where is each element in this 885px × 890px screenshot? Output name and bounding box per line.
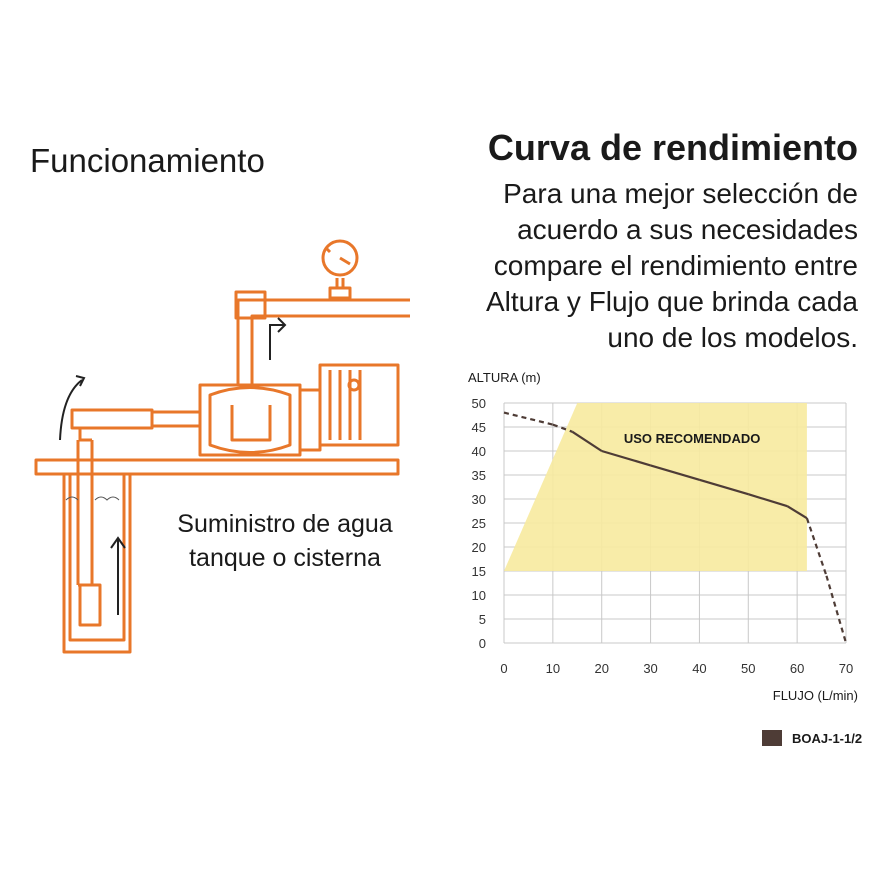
x-axis-label: FLUJO (L/min) bbox=[773, 688, 858, 703]
pump-diagram bbox=[34, 239, 410, 654]
series-line bbox=[747, 493, 788, 508]
subtitle-line: Altura y Flujo que brinda cada bbox=[486, 286, 858, 317]
x-tick-label: 20 bbox=[594, 661, 608, 676]
recommended-region bbox=[504, 403, 807, 571]
y-tick-label: 15 bbox=[472, 564, 486, 579]
series-line bbox=[650, 464, 700, 481]
legend-swatch bbox=[762, 730, 782, 746]
caption-line: tanque o cisterna bbox=[189, 544, 381, 572]
x-tick-label: 30 bbox=[643, 661, 657, 676]
y-tick-label: 45 bbox=[472, 420, 486, 435]
series-line bbox=[805, 517, 828, 577]
subtitle-line: Para una mejor selección de bbox=[503, 178, 858, 209]
x-tick-label: 70 bbox=[839, 661, 853, 676]
series-line bbox=[552, 423, 573, 433]
series-line bbox=[825, 575, 848, 644]
y-tick-label: 0 bbox=[479, 636, 486, 651]
y-tick-label: 30 bbox=[472, 492, 486, 507]
x-tick-label: 10 bbox=[546, 661, 560, 676]
y-tick-label: 5 bbox=[479, 612, 486, 627]
y-tick-label: 25 bbox=[472, 516, 486, 531]
x-tick-label: 0 bbox=[500, 661, 507, 676]
plot: 0 5 10 15 20 25 30 35 40 45 50 0 10 20 30 40 50 60 70 USO R… bbox=[472, 396, 862, 746]
y-tick-label: 35 bbox=[472, 468, 486, 483]
annotation: USO RECOMENDADO bbox=[624, 431, 761, 446]
series-line bbox=[699, 478, 749, 496]
left-title: Funcionamiento bbox=[30, 142, 265, 179]
series-line bbox=[601, 449, 651, 467]
y-axis-label: ALTURA (m) bbox=[468, 370, 541, 385]
series-line bbox=[571, 430, 603, 452]
subtitle-line: acuerdo a sus necesidades bbox=[517, 214, 858, 245]
subtitle-line: compare el rendimiento entre bbox=[494, 250, 858, 281]
y-tick-label: 50 bbox=[472, 396, 486, 411]
legend-label: BOAJ-1-1/2 bbox=[792, 731, 862, 746]
subtitle-line: uno de los modelos. bbox=[607, 322, 858, 353]
y-tick-label: 40 bbox=[472, 444, 486, 459]
y-tick-label: 20 bbox=[472, 540, 486, 555]
subtitle: Para una mejor selección de acuerdo a sus… bbox=[486, 178, 858, 353]
chart-title: Curva de rendimiento bbox=[488, 127, 858, 168]
x-tick-label: 40 bbox=[692, 661, 706, 676]
x-tick-label: 50 bbox=[741, 661, 755, 676]
caption-line: Suministro de agua bbox=[177, 510, 393, 538]
x-tick-label: 60 bbox=[790, 661, 804, 676]
series-line bbox=[786, 505, 808, 520]
y-tick-label: 10 bbox=[472, 588, 486, 603]
